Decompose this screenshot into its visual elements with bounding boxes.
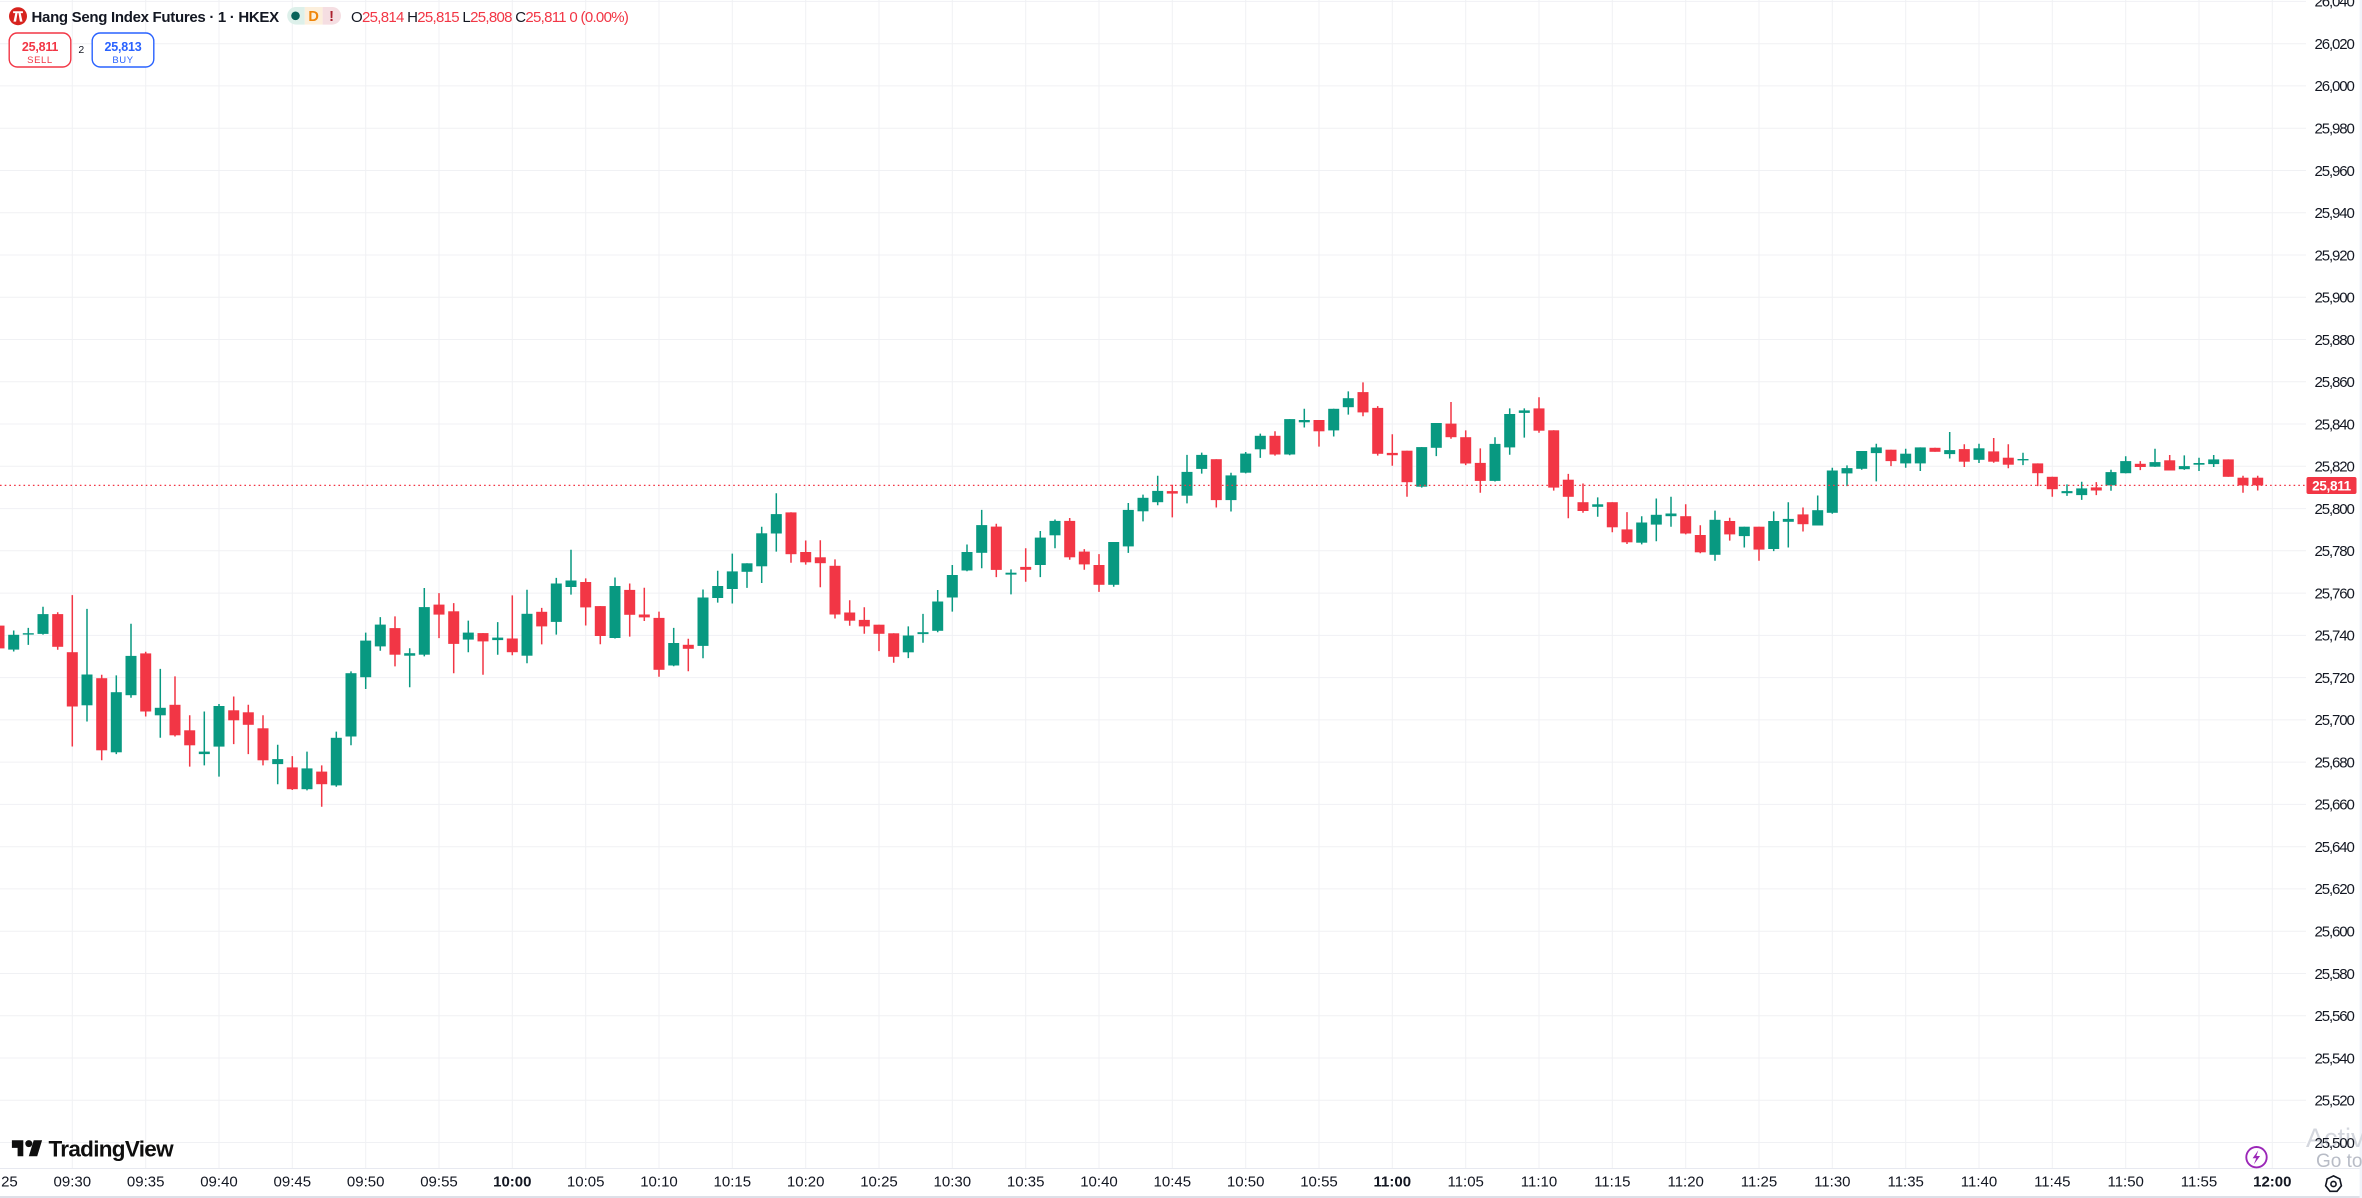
svg-text:10:05: 10:05 — [567, 1174, 605, 1191]
svg-text:10:00: 10:00 — [493, 1174, 531, 1191]
svg-text:09:45: 09:45 — [274, 1174, 312, 1191]
svg-text:25,780: 25,780 — [2315, 543, 2355, 560]
svg-text:10:35: 10:35 — [1007, 1174, 1045, 1191]
svg-text:2: 2 — [78, 44, 84, 56]
svg-text:26,040: 26,040 — [2315, 0, 2355, 11]
svg-text:BUY: BUY — [112, 55, 133, 66]
svg-text:25,813: 25,813 — [104, 40, 141, 54]
svg-text:11:40: 11:40 — [1961, 1174, 1997, 1191]
svg-text:25,540: 25,540 — [2315, 1050, 2355, 1067]
svg-text:10:50: 10:50 — [1227, 1174, 1265, 1191]
svg-text:25,640: 25,640 — [2315, 839, 2355, 856]
svg-text:25,600: 25,600 — [2315, 924, 2355, 941]
svg-text:09:40: 09:40 — [200, 1174, 238, 1191]
svg-text:25,680: 25,680 — [2315, 754, 2355, 771]
svg-text:25,960: 25,960 — [2315, 163, 2355, 180]
svg-text:11:30: 11:30 — [1814, 1174, 1850, 1191]
svg-text:25,940: 25,940 — [2315, 205, 2355, 222]
svg-text:11:05: 11:05 — [1447, 1174, 1483, 1191]
svg-text:09:25: 09:25 — [0, 1174, 18, 1191]
svg-text:25,900: 25,900 — [2315, 290, 2355, 307]
svg-text:25,560: 25,560 — [2315, 1008, 2355, 1025]
svg-text:09:30: 09:30 — [54, 1174, 92, 1191]
svg-text:10:55: 10:55 — [1300, 1174, 1338, 1191]
svg-text:25,920: 25,920 — [2315, 247, 2355, 264]
svg-text:25,720: 25,720 — [2315, 670, 2355, 687]
svg-text:25,580: 25,580 — [2315, 966, 2355, 983]
svg-text:11:50: 11:50 — [2107, 1174, 2143, 1191]
svg-text:11:00: 11:00 — [1374, 1174, 1412, 1191]
svg-text:10:45: 10:45 — [1154, 1174, 1192, 1191]
svg-text:26,000: 26,000 — [2315, 78, 2355, 95]
svg-text:25,500: 25,500 — [2315, 1135, 2355, 1152]
svg-text:10:20: 10:20 — [787, 1174, 825, 1191]
svg-text:TradingView: TradingView — [49, 1136, 175, 1161]
svg-text:25,760: 25,760 — [2315, 585, 2355, 602]
svg-text:Hang Seng Index Futures · 1 ·: Hang Seng Index Futures · 1 · HKEX — [32, 9, 280, 26]
svg-text:D: D — [308, 9, 318, 25]
svg-text:25,880: 25,880 — [2315, 332, 2355, 349]
svg-text:10:15: 10:15 — [714, 1174, 752, 1191]
svg-text:11:45: 11:45 — [2034, 1174, 2070, 1191]
svg-text:10:30: 10:30 — [934, 1174, 972, 1191]
svg-text:SELL: SELL — [27, 55, 53, 66]
svg-text:09:50: 09:50 — [347, 1174, 385, 1191]
svg-text:Go to S: Go to S — [2316, 1151, 2362, 1172]
svg-text:11:35: 11:35 — [1887, 1174, 1923, 1191]
svg-text:!: ! — [329, 9, 334, 25]
svg-text:09:35: 09:35 — [127, 1174, 165, 1191]
svg-text:O25,814 H25,815 L25,808 C25,81: O25,814 H25,815 L25,808 C25,811 0 (0.00%… — [351, 9, 629, 26]
svg-text:25,811: 25,811 — [2312, 479, 2352, 494]
svg-text:25,811: 25,811 — [22, 40, 59, 54]
svg-text:25,860: 25,860 — [2315, 374, 2355, 391]
svg-text:10:10: 10:10 — [640, 1174, 678, 1191]
svg-text:09:55: 09:55 — [420, 1174, 458, 1191]
svg-text:25,700: 25,700 — [2315, 712, 2355, 729]
svg-text:11:10: 11:10 — [1521, 1174, 1557, 1191]
svg-text:25,660: 25,660 — [2315, 797, 2355, 814]
svg-text:26,020: 26,020 — [2315, 36, 2355, 53]
svg-text:25,740: 25,740 — [2315, 628, 2355, 645]
svg-text:25,800: 25,800 — [2315, 501, 2355, 518]
svg-text:11:15: 11:15 — [1594, 1174, 1630, 1191]
svg-text:11:20: 11:20 — [1667, 1174, 1703, 1191]
svg-text:25,840: 25,840 — [2315, 416, 2355, 433]
svg-text:25,820: 25,820 — [2315, 459, 2355, 476]
svg-text:25,520: 25,520 — [2315, 1093, 2355, 1110]
svg-text:11:25: 11:25 — [1741, 1174, 1777, 1191]
svg-text:10:25: 10:25 — [860, 1174, 898, 1191]
svg-text:25,980: 25,980 — [2315, 121, 2355, 138]
svg-text:25,620: 25,620 — [2315, 881, 2355, 898]
svg-text:12:00: 12:00 — [2253, 1174, 2291, 1191]
svg-text:Activate: Activate — [2306, 1123, 2362, 1153]
svg-text:11:55: 11:55 — [2181, 1174, 2217, 1191]
svg-text:10:40: 10:40 — [1080, 1174, 1118, 1191]
